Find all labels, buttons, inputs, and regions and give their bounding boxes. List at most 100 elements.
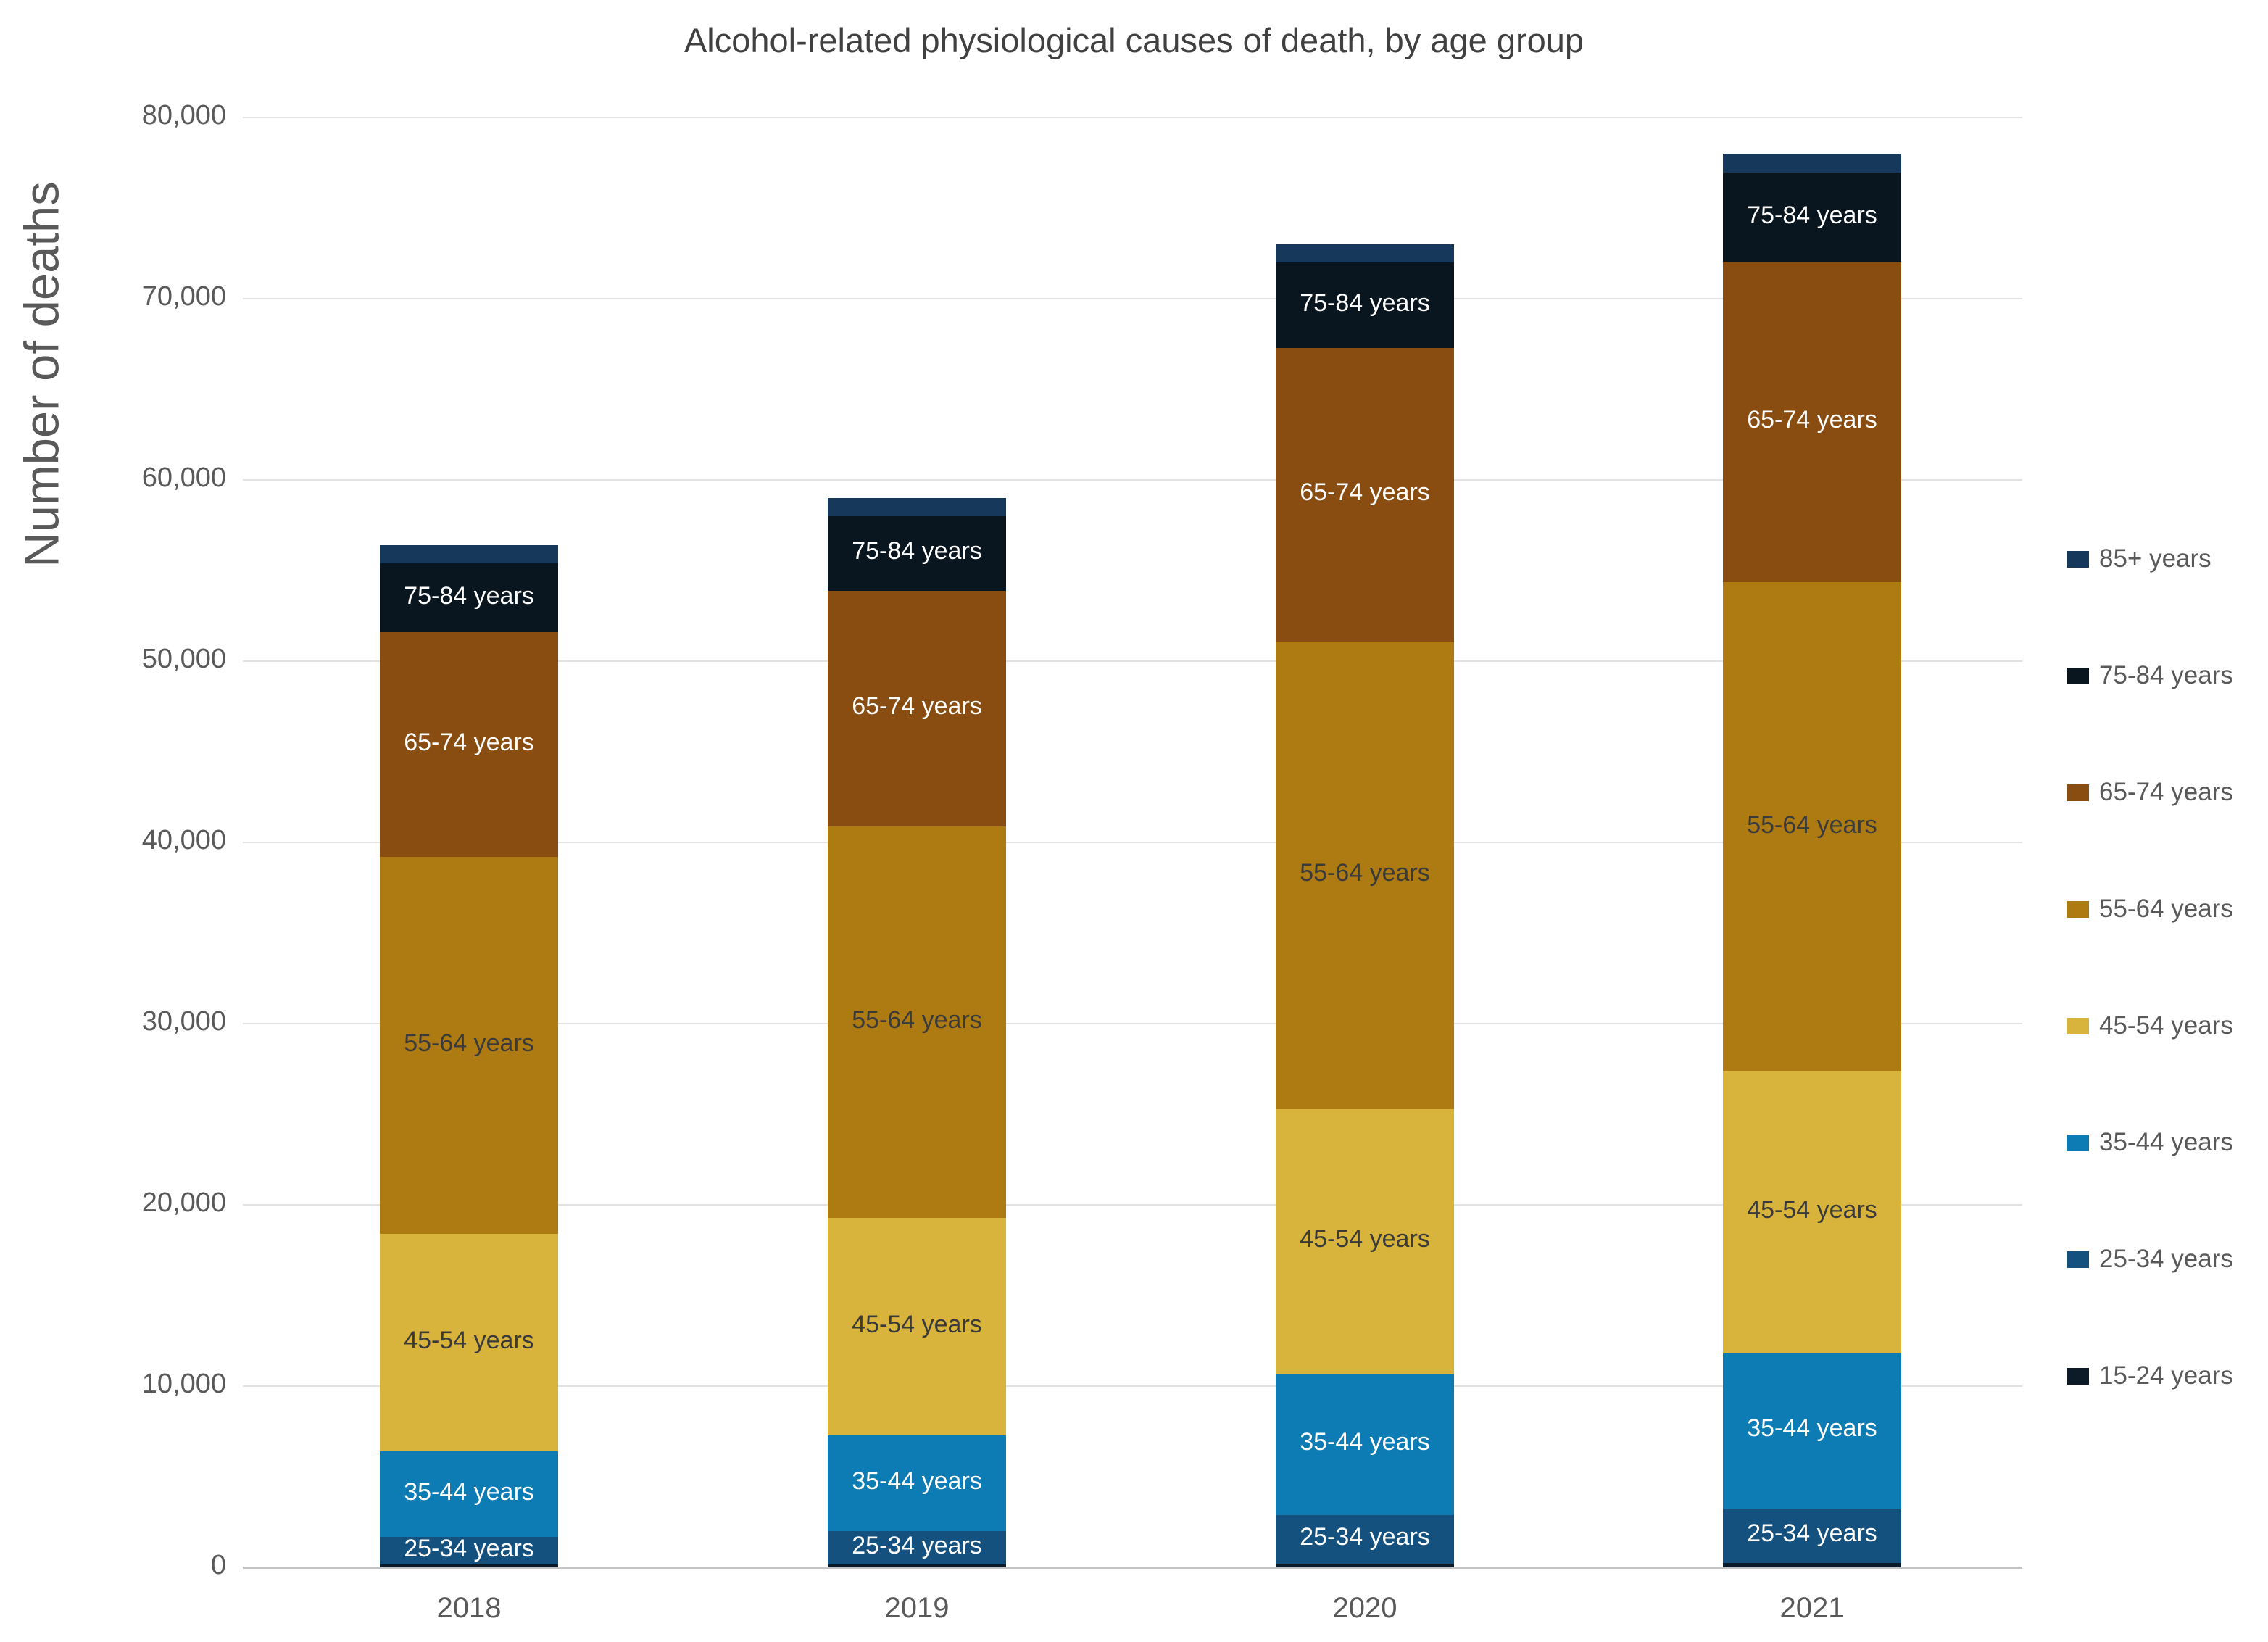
bar-segment-2019-75-84 years[interactable]: 75-84 years [828,516,1006,591]
x-tick-label-2021: 2021 [1779,1592,1845,1624]
legend-label: 85+ years [2099,544,2211,573]
bar-segment-label: 35-44 years [852,1467,982,1495]
bar-segment-2020-45-54 years[interactable]: 45-54 years [1276,1108,1454,1374]
bar-segment-2021-45-54 years[interactable]: 45-54 years [1723,1071,1901,1353]
legend-item-35-44 years[interactable]: 35-44 years [2067,1128,2233,1157]
gridline-50,000 [243,660,2022,662]
legend-label: 75-84 years [2099,661,2233,689]
bar-segment-2019-85+ years[interactable] [828,498,1006,516]
bar-segment-label: 55-64 years [1747,810,1877,839]
bar-segment-label: 75-84 years [852,537,982,565]
legend-item-75-84 years[interactable]: 75-84 years [2067,661,2233,690]
y-tick-label: 80,000 [141,100,226,130]
legend-swatch-icon [2067,1134,2089,1151]
y-tick-label: 10,000 [141,1369,226,1399]
bar-segment-2019-45-54 years[interactable]: 45-54 years [828,1217,1006,1435]
legend-swatch-icon [2067,1367,2089,1385]
bar-segment-label: 45-54 years [1300,1225,1430,1253]
legend-swatch-icon [2067,550,2089,568]
bar-segment-label: 25-34 years [852,1532,982,1560]
legend-label: 65-74 years [2099,778,2233,806]
legend-label: 55-64 years [2099,895,2233,923]
bar-segment-2020-25-34 years[interactable]: 25-34 years [1276,1514,1454,1564]
legend-swatch-icon [2067,667,2089,684]
bar-segment-2019-65-74 years[interactable]: 65-74 years [828,590,1006,826]
legend-item-65-74 years[interactable]: 65-74 years [2067,778,2233,807]
bar-segment-2021-25-34 years[interactable]: 25-34 years [1723,1508,1901,1563]
legend-item-45-54 years[interactable]: 45-54 years [2067,1011,2233,1040]
legend-swatch-icon [2067,784,2089,801]
bar-segment-2018-35-44 years[interactable]: 35-44 years [380,1451,558,1537]
bar-segment-2020-55-64 years[interactable]: 55-64 years [1276,641,1454,1109]
legend-label: 35-44 years [2099,1128,2233,1156]
bar-segment-2020-75-84 years[interactable]: 75-84 years [1276,262,1454,348]
bar-segment-2018-55-64 years[interactable]: 55-64 years [380,857,558,1234]
bar-segment-label: 75-84 years [404,581,534,610]
bar-segment-2020-15-24 years[interactable] [1276,1564,1454,1567]
legend-item-55-64 years[interactable]: 55-64 years [2067,895,2233,924]
gridline-40,000 [243,842,2022,843]
bar-segment-label: 65-74 years [1747,406,1877,434]
bar-segment-label: 25-34 years [404,1534,534,1562]
legend-label: 25-34 years [2099,1245,2233,1273]
bar-segment-2019-15-24 years[interactable] [828,1564,1006,1567]
legend-swatch-icon [2067,900,2089,918]
gridline-30,000 [243,1023,2022,1024]
gridline-60,000 [243,479,2022,481]
bar-segment-2018-15-24 years[interactable] [380,1564,558,1567]
bar-segment-2018-45-54 years[interactable]: 45-54 years [380,1234,558,1451]
bar-segment-label: 75-84 years [1747,201,1877,229]
bar-segment-label: 55-64 years [852,1005,982,1034]
bar-segment-label: 55-64 years [1300,859,1430,887]
bar-segment-2018-25-34 years[interactable]: 25-34 years [380,1534,558,1565]
bar-segment-2021-85+ years[interactable] [1723,154,1901,173]
x-tick-label-2020: 2020 [1332,1592,1397,1624]
bar-segment-2019-35-44 years[interactable]: 35-44 years [828,1435,1006,1531]
bar-segment-2018-85+ years[interactable] [380,545,558,563]
x-tick-label-2019: 2019 [884,1592,950,1624]
bar-segment-label: 35-44 years [1300,1428,1430,1456]
bar-segment-2021-15-24 years[interactable] [1723,1562,1901,1567]
y-axis-title: Number of deaths [14,181,70,568]
y-tick-label: 0 [210,1550,226,1580]
bar-segment-2020-85+ years[interactable] [1276,244,1454,262]
bar-segment-2018-75-84 years[interactable]: 75-84 years [380,563,558,632]
bar-segment-2021-75-84 years[interactable]: 75-84 years [1723,173,1901,262]
bar-segment-label: 25-34 years [1300,1523,1430,1551]
x-tick-label-2018: 2018 [436,1592,502,1624]
bar-segment-label: 35-44 years [1747,1414,1877,1443]
bar-segment-2020-65-74 years[interactable]: 65-74 years [1276,347,1454,642]
chart-title: Alcohol-related physiological causes of … [684,21,1584,59]
legend-label: 45-54 years [2099,1011,2233,1040]
bar-segment-2019-25-34 years[interactable]: 25-34 years [828,1531,1006,1565]
bar-segment-2018-65-74 years[interactable]: 65-74 years [380,632,558,857]
bar-segment-2020-35-44 years[interactable]: 35-44 years [1276,1373,1454,1515]
legend-item-15-24 years[interactable]: 15-24 years [2067,1361,2233,1390]
gridline-10,000 [243,1385,2022,1387]
legend-item-85+ years[interactable]: 85+ years [2067,544,2211,573]
y-tick-label: 60,000 [141,463,226,493]
bar-segment-2021-55-64 years[interactable]: 55-64 years [1723,582,1901,1072]
bar-segment-label: 45-54 years [1747,1196,1877,1224]
bar-segment-2019-55-64 years[interactable]: 55-64 years [828,826,1006,1218]
bar-segment-label: 55-64 years [404,1029,534,1057]
gridline-0 [243,1567,2022,1569]
bar-segment-label: 75-84 years [1300,289,1430,317]
gridline-20,000 [243,1204,2022,1206]
bar-segment-label: 65-74 years [852,692,982,720]
bar-segment-2021-35-44 years[interactable]: 35-44 years [1723,1352,1901,1509]
bar-segment-2021-65-74 years[interactable]: 65-74 years [1723,261,1901,583]
bar-segment-label: 65-74 years [404,729,534,756]
y-tick-label: 40,000 [141,825,226,855]
legend-swatch-icon [2067,1251,2089,1268]
legend-item-25-34 years[interactable]: 25-34 years [2067,1245,2233,1274]
legend-swatch-icon [2067,1017,2089,1034]
bar-segment-label: 35-44 years [404,1477,534,1506]
bar-segment-label: 25-34 years [1747,1519,1877,1548]
gridline-70,000 [243,298,2022,299]
y-tick-label: 30,000 [141,1006,226,1037]
bar-segment-label: 45-54 years [852,1310,982,1338]
y-tick-label: 20,000 [141,1187,226,1218]
legend-label: 15-24 years [2099,1361,2233,1390]
